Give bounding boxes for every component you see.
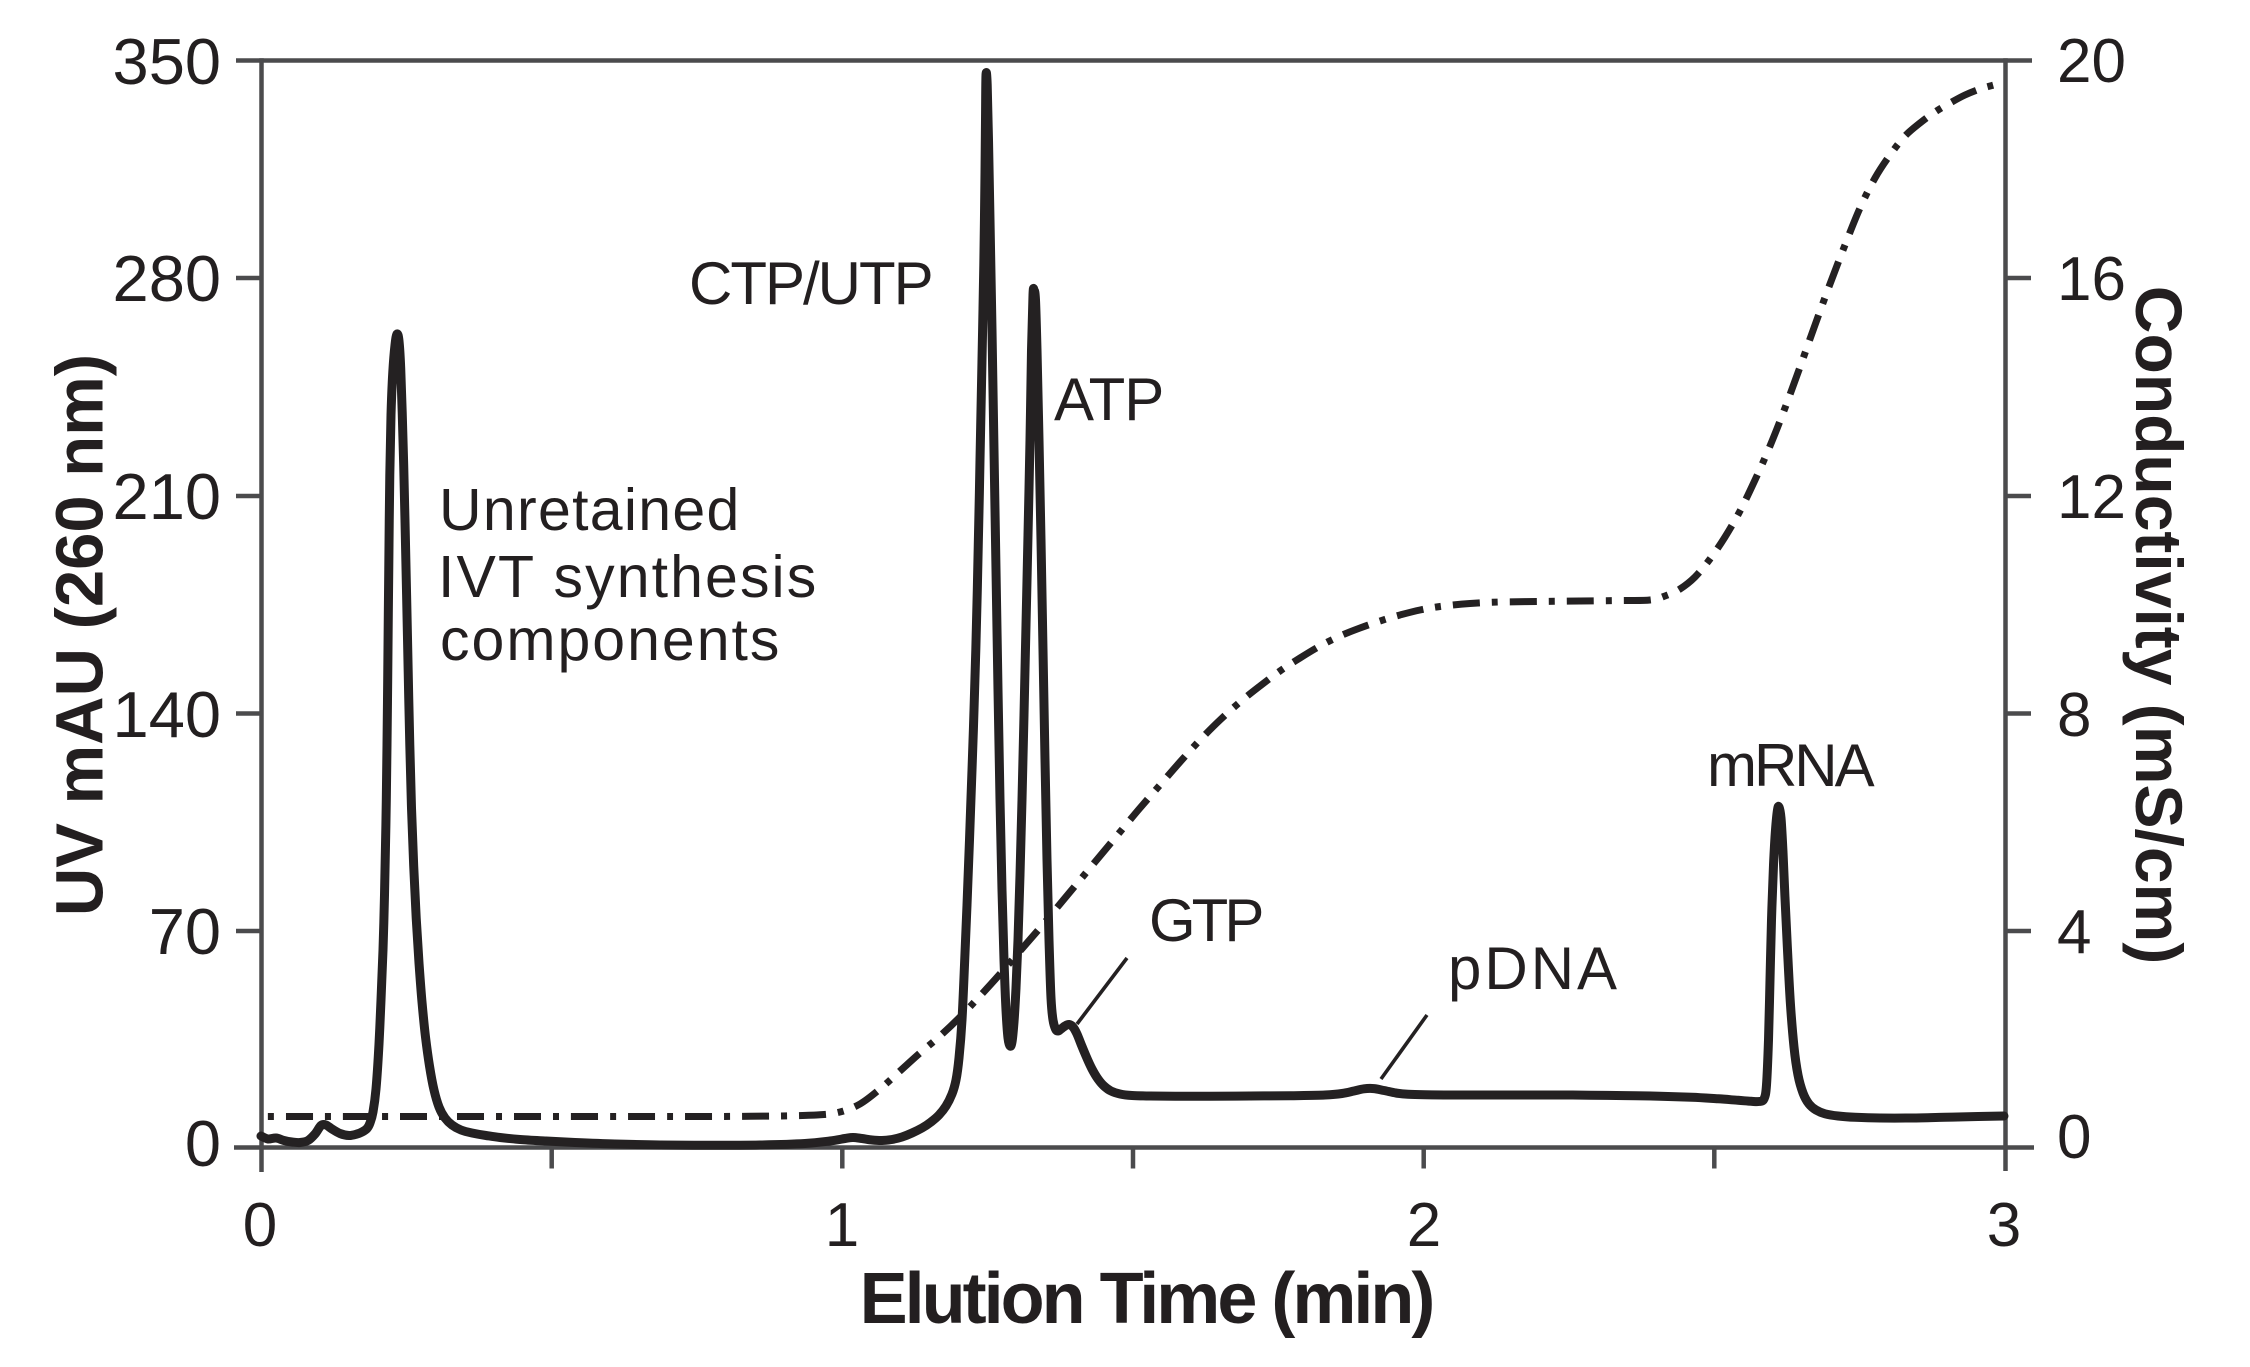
svg-text:pDNA: pDNA — [1448, 935, 1620, 1002]
svg-text:CTP/UTP: CTP/UTP — [689, 250, 932, 317]
svg-text:12: 12 — [2057, 463, 2126, 532]
svg-text:GTP: GTP — [1149, 887, 1261, 954]
svg-text:3: 3 — [1987, 1191, 2021, 1260]
svg-text:IVT synthesis: IVT synthesis — [438, 544, 818, 610]
svg-text:components: components — [440, 607, 781, 673]
svg-text:0: 0 — [185, 1107, 221, 1180]
svg-text:UV mAU (260 nm): UV mAU (260 nm) — [43, 354, 118, 916]
svg-text:2: 2 — [1407, 1191, 1441, 1260]
svg-text:4: 4 — [2057, 898, 2091, 967]
svg-text:Elution Time (min): Elution Time (min) — [860, 1259, 1433, 1339]
svg-text:280: 280 — [113, 242, 221, 315]
svg-text:Unretained: Unretained — [439, 477, 741, 543]
svg-text:0: 0 — [2057, 1103, 2091, 1172]
svg-text:350: 350 — [113, 25, 221, 98]
svg-text:20: 20 — [2057, 27, 2126, 96]
svg-text:ATP: ATP — [1054, 366, 1163, 433]
svg-text:1: 1 — [825, 1191, 859, 1260]
svg-text:Conductivity (mS/cm): Conductivity (mS/cm) — [2122, 286, 2196, 964]
svg-text:210: 210 — [113, 460, 221, 533]
svg-text:16: 16 — [2057, 245, 2126, 314]
svg-text:0: 0 — [243, 1191, 277, 1260]
svg-text:140: 140 — [113, 678, 221, 751]
svg-text:mRNA: mRNA — [1707, 732, 1875, 799]
svg-text:70: 70 — [149, 895, 221, 968]
svg-text:8: 8 — [2057, 681, 2091, 750]
